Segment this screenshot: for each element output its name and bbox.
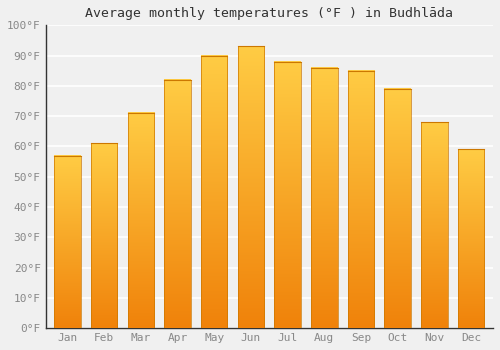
Title: Average monthly temperatures (°F ) in Budhlāda: Average monthly temperatures (°F ) in Bu… [86, 7, 454, 20]
